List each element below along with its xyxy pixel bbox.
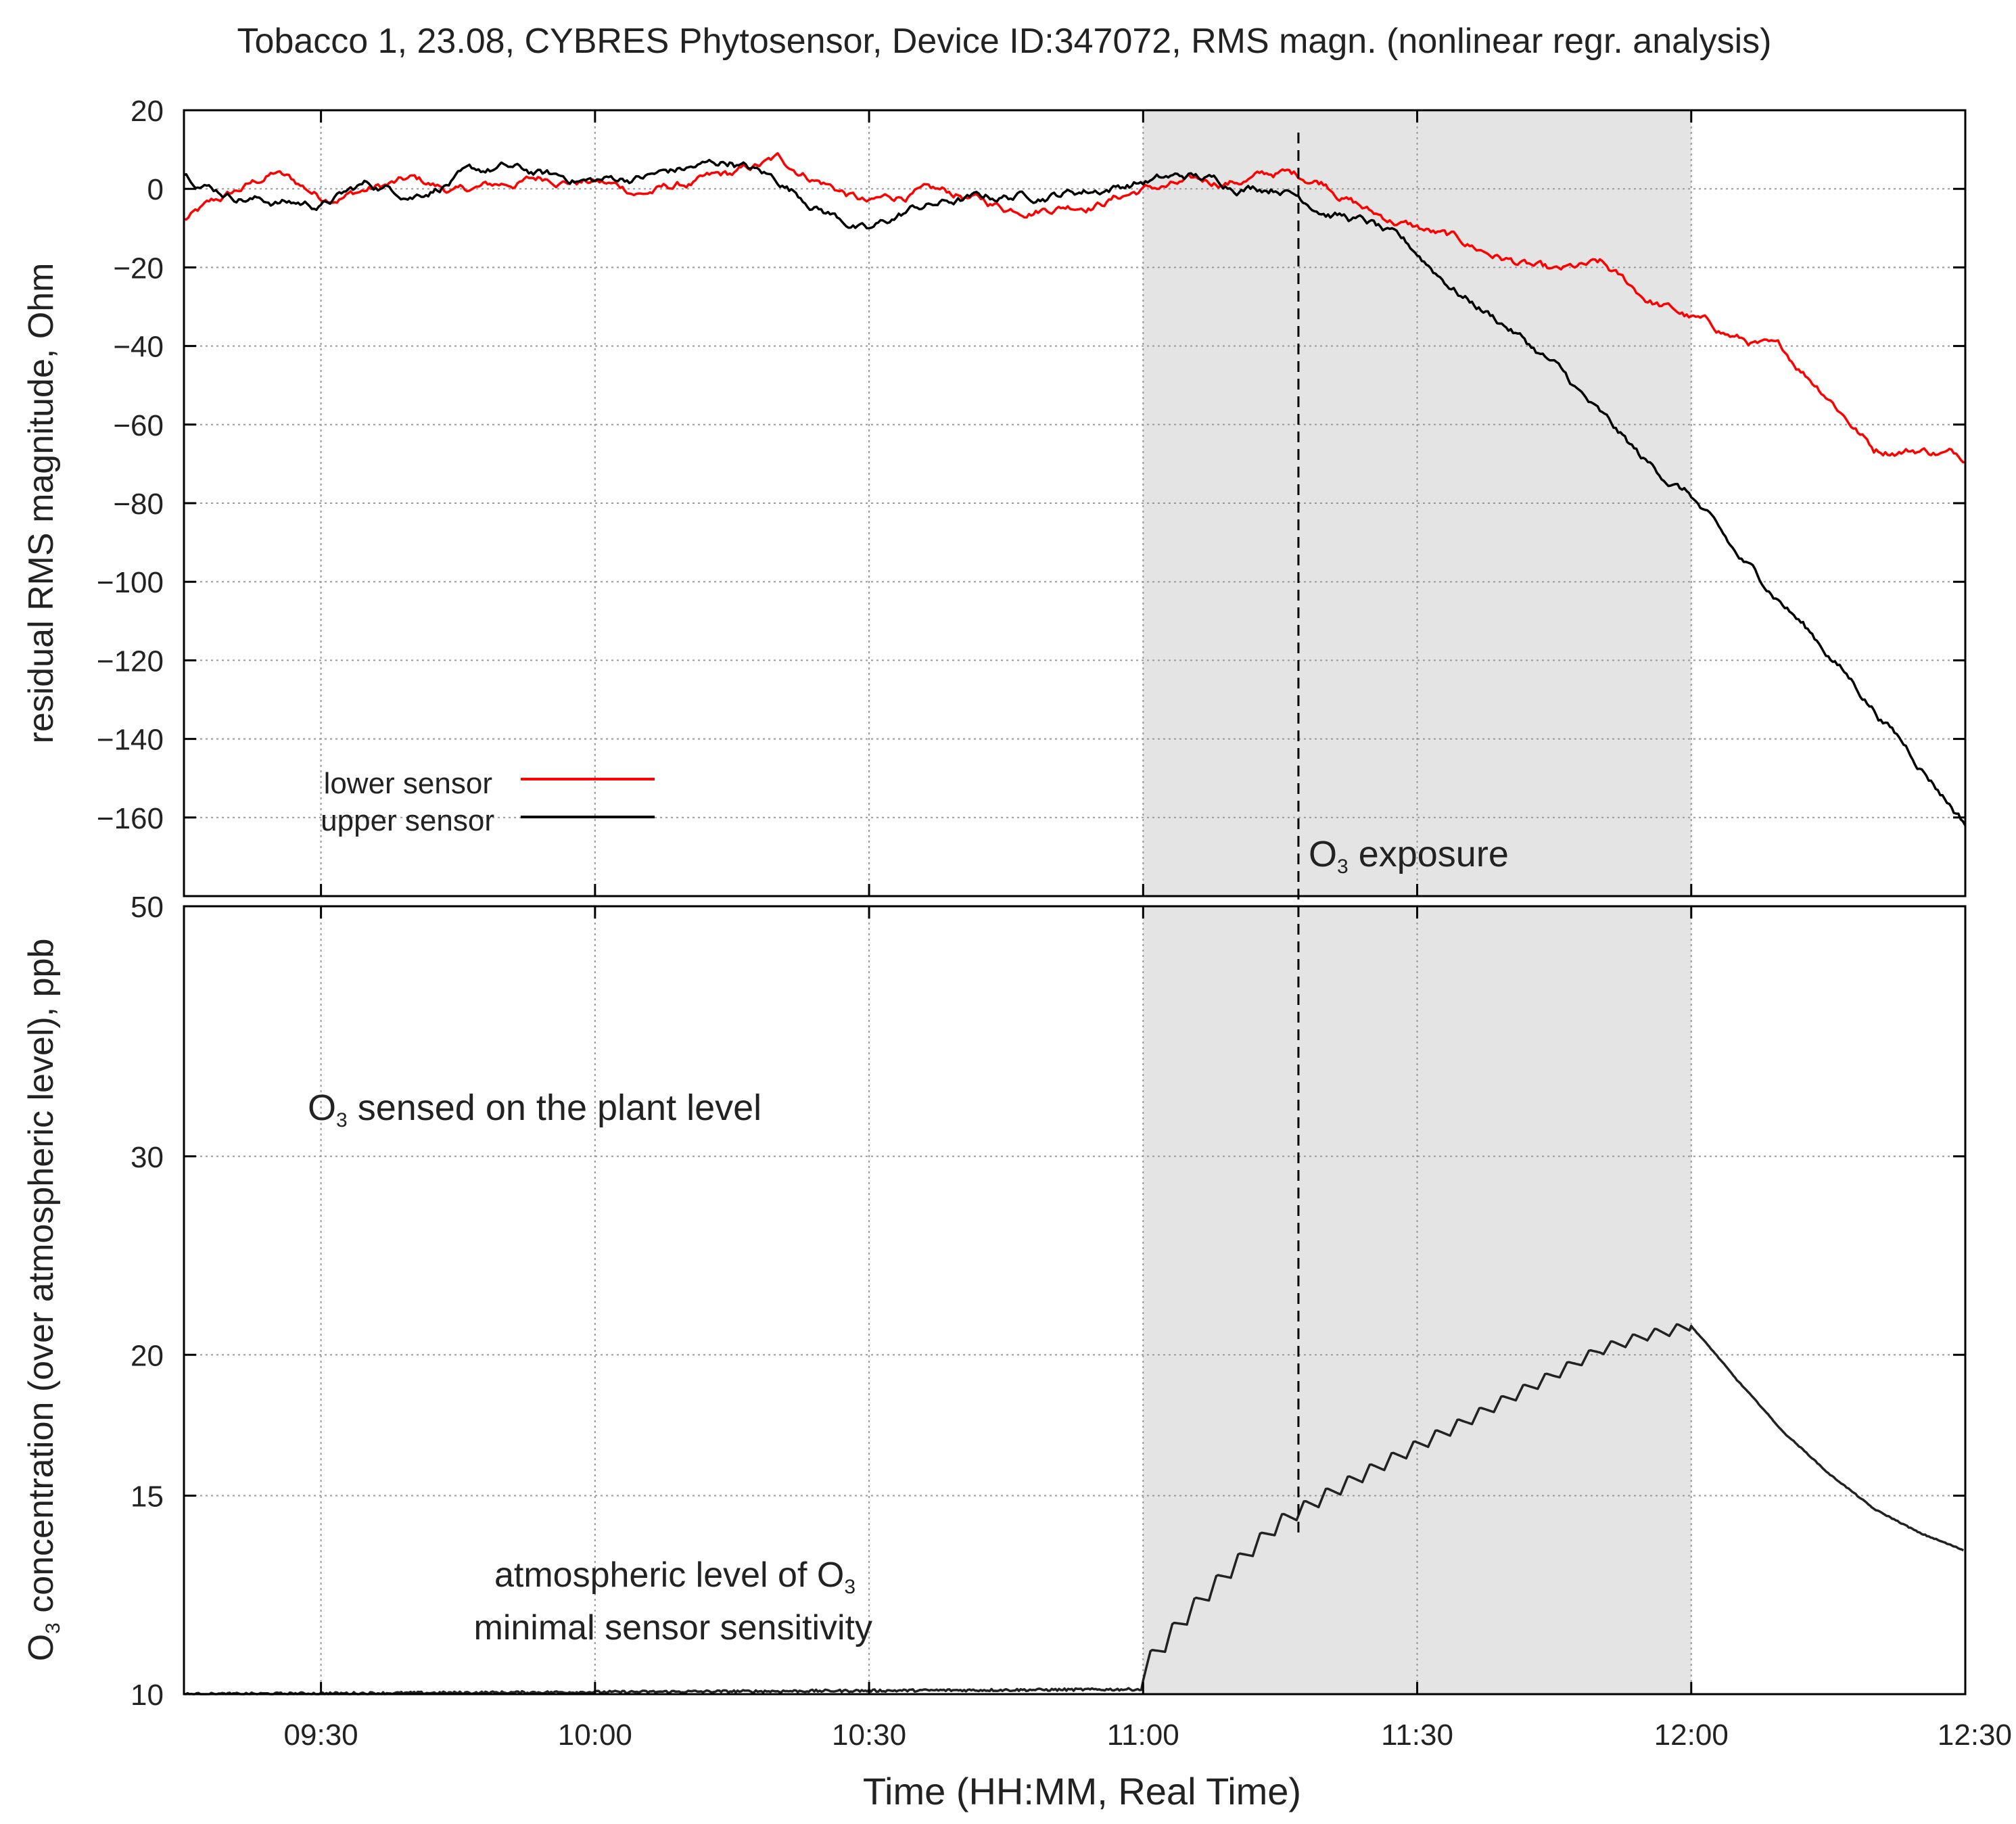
bottom-y-tick-label: 30 [131, 1141, 164, 1174]
x-tick-labels: 09:30 10:00 10:30 11:00 11:30 12:00 12:30 [284, 1718, 2012, 1752]
top-y-tick-label: −120 [97, 645, 164, 678]
annotation-atmospheric-level: atmospheric level of O3 [494, 1556, 855, 1598]
x-tick-label: 11:00 [1107, 1718, 1179, 1752]
top-y-tick-label: 0 [147, 173, 164, 206]
top-y-tick-label: −160 [97, 802, 164, 835]
series-line-upper [183, 158, 1967, 826]
bottom-y-axis-label: O3 concentration (over atmospheric level… [22, 939, 64, 1662]
top-y-tick-label: −100 [97, 566, 164, 599]
legend-label-lower: lower sensor [324, 767, 492, 800]
series-line-o3 [183, 1323, 1965, 1696]
top-y-tick-label: −140 [97, 724, 164, 757]
bottom-y-tick-label: 50 [131, 891, 164, 924]
x-tick-label: 12:00 [1654, 1718, 1729, 1752]
bottom-y-tick-label: 20 [131, 1339, 164, 1372]
top-y-tick-label: −20 [113, 252, 164, 285]
top-y-tick-label: −80 [113, 488, 164, 521]
annotation-plant-level: O3 sensed on the plant level [308, 1088, 761, 1131]
x-axis-label: Time (HH:MM, Real Time) [863, 1770, 1301, 1813]
bottom-plot-frame [183, 905, 1967, 1696]
top-y-axis-label: residual RMS magnitude, Ohm [22, 263, 61, 744]
top-y-tick-label: −60 [113, 409, 164, 442]
x-tick-label: 10:00 [558, 1718, 632, 1752]
chart-title: Tobacco 1, 23.08, CYBRES Phytosensor, De… [237, 22, 1772, 61]
top-exposure-shade [1143, 110, 1691, 896]
x-tick-label: 09:30 [284, 1718, 358, 1752]
bottom-ticks: 10 15 20 30 50 [131, 891, 1967, 1712]
top-series [183, 151, 1967, 826]
legend-label-upper: upper sensor [321, 804, 494, 837]
bottom-y-tick-label: 15 [131, 1480, 164, 1514]
bottom-panel: 10 15 20 30 50 O3 concentration (over atmosp… [22, 891, 1967, 1712]
bottom-series [183, 1323, 1965, 1696]
legend: lower sensor upper sensor [321, 767, 655, 837]
bottom-y-tick-label: 10 [131, 1679, 164, 1712]
top-panel: 20 0 −20 −40 −60 −80 −100 −120 −140 −160 residual… [22, 95, 1967, 897]
top-y-tick-label: −40 [113, 331, 164, 364]
top-ticks: 20 0 −20 −40 −60 −80 −100 −120 −140 −160 [97, 95, 1967, 896]
top-y-tick-label: 20 [131, 95, 164, 128]
series-line-lower [183, 151, 1966, 464]
x-tick-label: 12:30 [1938, 1718, 2012, 1752]
x-tick-label: 10:30 [832, 1718, 906, 1752]
x-tick-label: 11:30 [1381, 1718, 1453, 1752]
bottom-grid [184, 906, 1966, 1695]
annotation-min-sensitivity: minimal sensor sensitivity [474, 1608, 873, 1647]
